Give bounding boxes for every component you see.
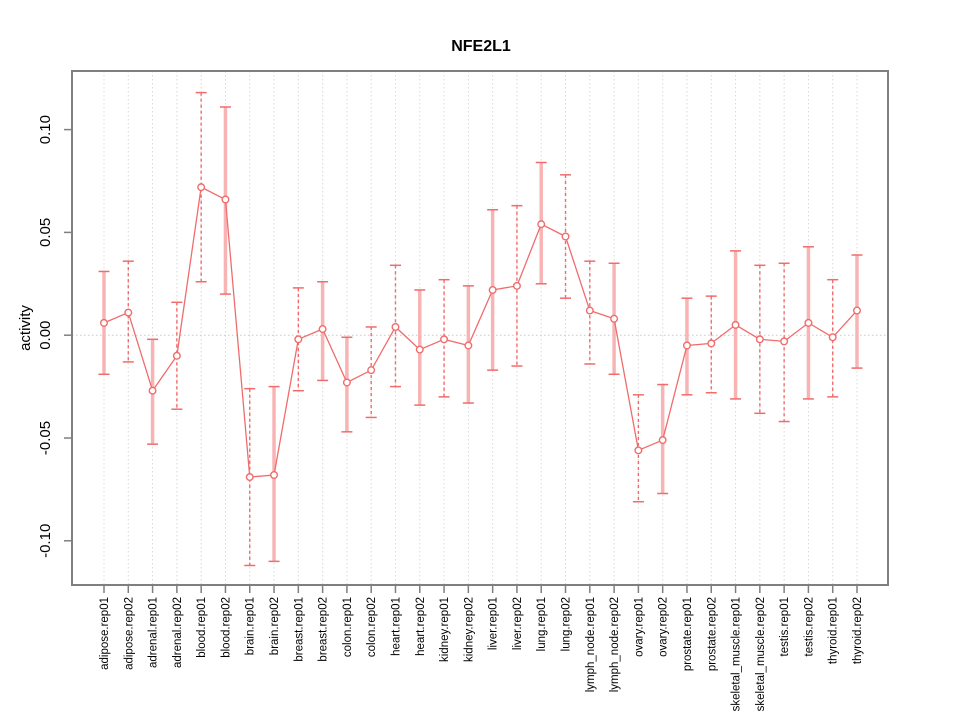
data-point bbox=[804, 318, 813, 327]
x-tick-label: prostate.rep02 bbox=[706, 597, 718, 671]
data-point bbox=[488, 285, 497, 294]
x-tick-label: kidney.rep01 bbox=[439, 597, 451, 662]
x-tick-label: lymph_node.rep02 bbox=[609, 597, 621, 692]
data-point bbox=[99, 318, 108, 327]
x-tick-label: brain.rep02 bbox=[269, 597, 281, 655]
grid-layer bbox=[72, 71, 888, 585]
data-point bbox=[610, 314, 619, 323]
data-point bbox=[172, 351, 181, 360]
data-point bbox=[682, 341, 691, 350]
x-tick-label: prostate.rep01 bbox=[682, 597, 694, 671]
data-point bbox=[780, 337, 789, 346]
x-tick-label: lung.rep02 bbox=[561, 597, 573, 651]
x-tick-label: testis.rep02 bbox=[803, 597, 815, 656]
data-point bbox=[440, 335, 449, 344]
x-tick-label: colon.rep01 bbox=[342, 597, 354, 657]
data-point bbox=[148, 386, 157, 395]
x-tick-label: testis.rep01 bbox=[779, 597, 791, 656]
data-point bbox=[658, 436, 667, 445]
series-line bbox=[103, 186, 858, 478]
data-point bbox=[197, 183, 206, 192]
series-layer bbox=[98, 91, 863, 567]
data-point bbox=[828, 333, 837, 342]
x-tick-label: heart.rep02 bbox=[415, 597, 427, 656]
x-tick-label: lymph_node.rep01 bbox=[585, 597, 597, 692]
x-tick-label: ovary.rep01 bbox=[633, 597, 645, 657]
y-tick-label: -0.10 bbox=[37, 524, 54, 558]
data-point bbox=[561, 232, 570, 241]
x-tick-label: liver.rep02 bbox=[512, 597, 524, 650]
data-point bbox=[755, 335, 764, 344]
x-tick-label: liver.rep01 bbox=[488, 597, 500, 650]
y-tick-label: 0.10 bbox=[37, 115, 54, 144]
data-point bbox=[318, 325, 327, 334]
data-point bbox=[634, 446, 643, 455]
x-tick-label: brain.rep01 bbox=[245, 597, 257, 655]
y-tick-label: 0.00 bbox=[37, 321, 54, 350]
error-bar bbox=[438, 278, 450, 398]
x-tick-label: adrenal.rep01 bbox=[148, 597, 160, 668]
data-point bbox=[707, 339, 716, 348]
data-point bbox=[537, 220, 546, 229]
data-point bbox=[391, 322, 400, 331]
data-point bbox=[731, 320, 740, 329]
data-point bbox=[294, 335, 303, 344]
data-point bbox=[221, 195, 230, 204]
x-tick-label: skeletal_muscle.rep02 bbox=[755, 597, 767, 711]
data-point bbox=[512, 281, 521, 290]
y-axis-title: activity bbox=[17, 305, 34, 351]
x-tick-label: colon.rep02 bbox=[366, 597, 378, 657]
x-tick-label: kidney.rep02 bbox=[463, 597, 475, 662]
x-tick-label: thyroid.rep02 bbox=[852, 597, 864, 664]
data-point bbox=[245, 473, 254, 482]
y-tick-label: 0.05 bbox=[37, 218, 54, 247]
data-point bbox=[367, 366, 376, 375]
x-tick-label: breast.rep02 bbox=[318, 597, 330, 662]
data-point bbox=[342, 378, 351, 387]
plot-frame bbox=[71, 70, 889, 586]
error-bar bbox=[292, 287, 304, 392]
x-tick-label: adipose.rep02 bbox=[123, 597, 135, 670]
x-tick-label: blood.rep02 bbox=[220, 597, 232, 658]
axis-layer: 0.10 0.05 0.00 -0.05 -0.10 adipose.rep01 adipo… bbox=[37, 70, 889, 711]
error-bar bbox=[584, 260, 596, 365]
error-bar bbox=[632, 394, 644, 503]
x-tick-label: adrenal.rep02 bbox=[172, 597, 184, 668]
data-point bbox=[415, 345, 424, 354]
x-tick-label: thyroid.rep01 bbox=[828, 597, 840, 664]
data-point bbox=[124, 308, 133, 317]
x-tick-label: heart.rep01 bbox=[390, 597, 402, 656]
data-point bbox=[464, 341, 473, 350]
x-tick-label: adipose.rep01 bbox=[99, 597, 111, 670]
error-bar bbox=[171, 301, 183, 410]
chart-title: NFE2L1 bbox=[451, 38, 511, 55]
data-point bbox=[585, 306, 594, 315]
x-tick-label: blood.rep01 bbox=[196, 597, 208, 658]
error-bar bbox=[827, 278, 839, 398]
error-bar bbox=[244, 387, 256, 567]
x-tick-label: breast.rep01 bbox=[293, 597, 305, 662]
data-point bbox=[270, 471, 279, 480]
error-bar bbox=[195, 91, 207, 283]
data-point bbox=[853, 306, 862, 315]
x-tick-label: ovary.rep02 bbox=[658, 597, 670, 657]
x-tick-label: skeletal_muscle.rep01 bbox=[731, 597, 743, 711]
x-tick-label: lung.rep01 bbox=[536, 597, 548, 651]
error-bar bbox=[365, 326, 377, 419]
y-tick-label: -0.05 bbox=[37, 421, 54, 455]
